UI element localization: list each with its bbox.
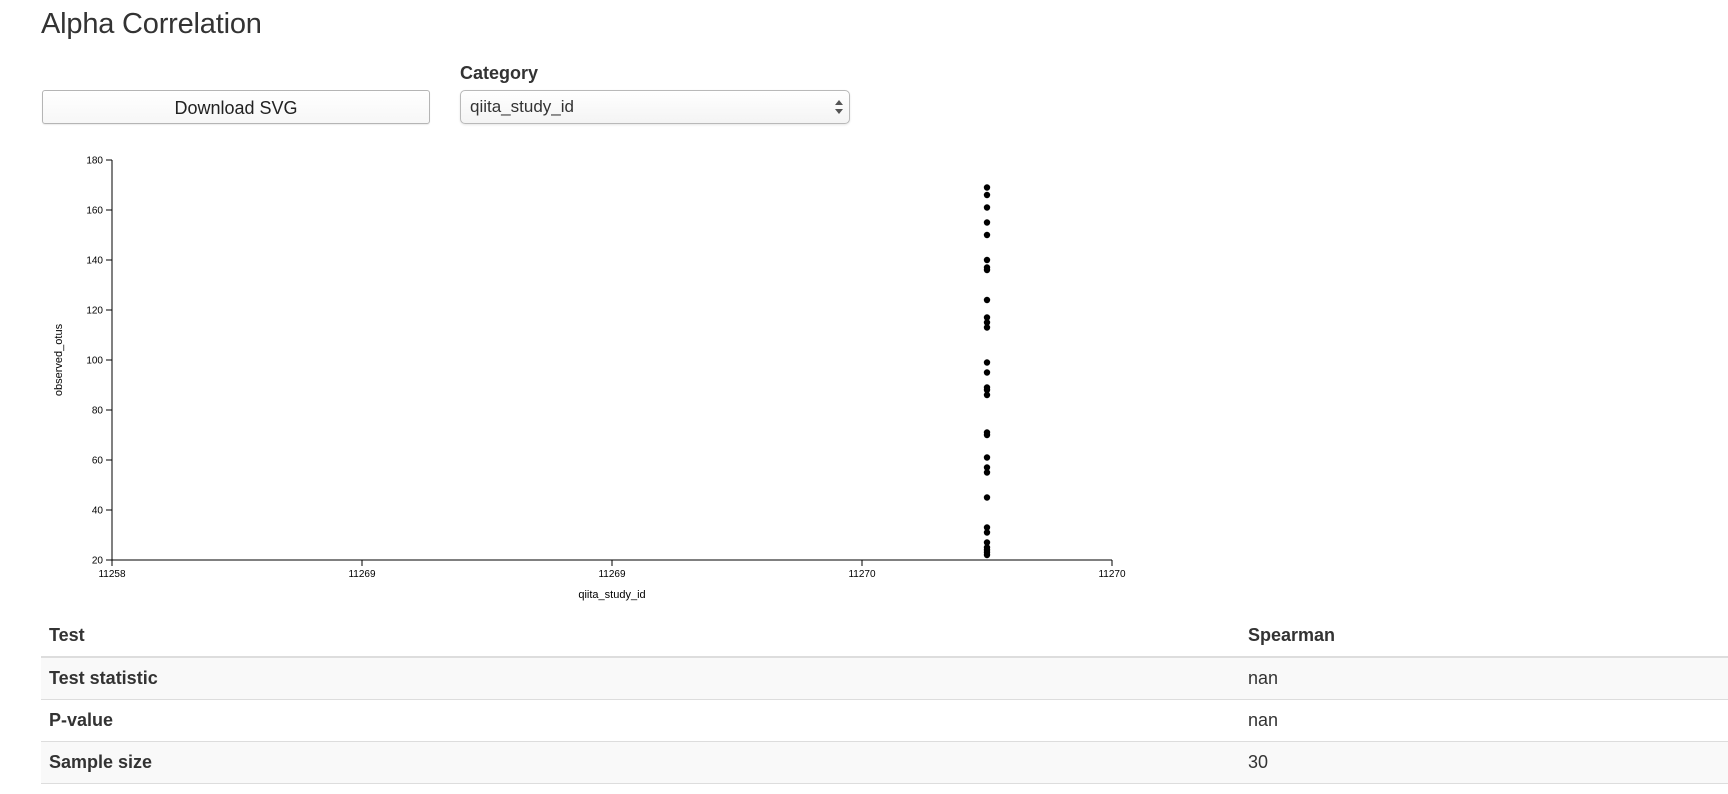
scatter-point [983, 191, 991, 199]
scatter-point [983, 454, 991, 461]
y-tick-label: 20 [92, 556, 104, 567]
y-tick-label: 40 [92, 506, 104, 517]
x-tick-label: 11270 [1098, 569, 1126, 580]
row-label-sample-size: Sample size [41, 741, 1240, 784]
scatter-chart: 20 40 60 80 100 120 140 160 180 11258 11269 11269 11… [0, 148, 1140, 608]
page-title: Alpha Correlation [41, 8, 262, 40]
x-tick-label: 11258 [98, 569, 126, 580]
scatter-point [983, 296, 991, 304]
scatter-chart-svg: 20 40 60 80 100 120 140 160 180 11258 11269 11269 11… [53, 156, 1126, 602]
stats-table: Test Spearman Test statistic nan P-value… [41, 615, 1728, 784]
table-header-test: Test [41, 615, 1240, 658]
table-row: P-value nan [41, 699, 1728, 742]
y-tick-label: 180 [86, 156, 103, 167]
scatter-point [983, 524, 991, 531]
scatter-point [983, 464, 991, 471]
table-header-row: Test Spearman [41, 615, 1728, 658]
scatter-point [983, 391, 991, 399]
y-tick-label: 120 [86, 306, 103, 317]
row-value-sample-size: 30 [1240, 741, 1728, 784]
x-tick-label: 11270 [848, 569, 876, 580]
scatter-point [983, 266, 991, 274]
scatter-point [983, 529, 991, 536]
scatter-point [983, 386, 991, 394]
y-tick-label: 140 [86, 256, 103, 267]
y-tick-label: 100 [86, 356, 103, 367]
category-select[interactable]: qiita_study_id [460, 90, 850, 124]
scatter-point [983, 184, 991, 191]
download-svg-button[interactable]: Download SVG [42, 90, 430, 124]
category-label: Category [460, 63, 539, 83]
table-row: Test statistic nan [41, 657, 1728, 700]
scatter-point [983, 469, 991, 476]
scatter-point [983, 324, 991, 331]
scatter-point [983, 369, 991, 376]
scatter-point [983, 319, 991, 326]
scatter-point [983, 204, 991, 211]
table-row: Sample size 30 [41, 741, 1728, 784]
y-tick-label: 80 [92, 406, 104, 417]
scatter-point [983, 551, 991, 559]
scatter-point [983, 219, 991, 226]
row-value-test-statistic: nan [1240, 657, 1728, 700]
row-value-p-value: nan [1240, 699, 1728, 742]
x-axis-label: qiita_study_id [578, 589, 645, 601]
scatter-point [983, 359, 991, 366]
y-axis-label: observed_otus [53, 323, 65, 396]
select-arrows-icon [835, 100, 843, 114]
x-tick-label: 11269 [348, 569, 376, 580]
category-selected-value: qiita_study_id [470, 97, 574, 116]
scatter-point [983, 494, 991, 501]
table-header-spearman: Spearman [1240, 615, 1728, 658]
row-label-test-statistic: Test statistic [41, 657, 1240, 700]
scatter-point [983, 314, 991, 321]
row-label-p-value: P-value [41, 699, 1240, 742]
scatter-point [983, 539, 991, 546]
y-tick-label: 60 [92, 456, 104, 467]
scatter-point [983, 231, 991, 239]
x-tick-label: 11269 [598, 569, 626, 580]
scatter-point [983, 431, 991, 439]
y-tick-label: 160 [86, 206, 103, 217]
scatter-point [983, 256, 991, 264]
